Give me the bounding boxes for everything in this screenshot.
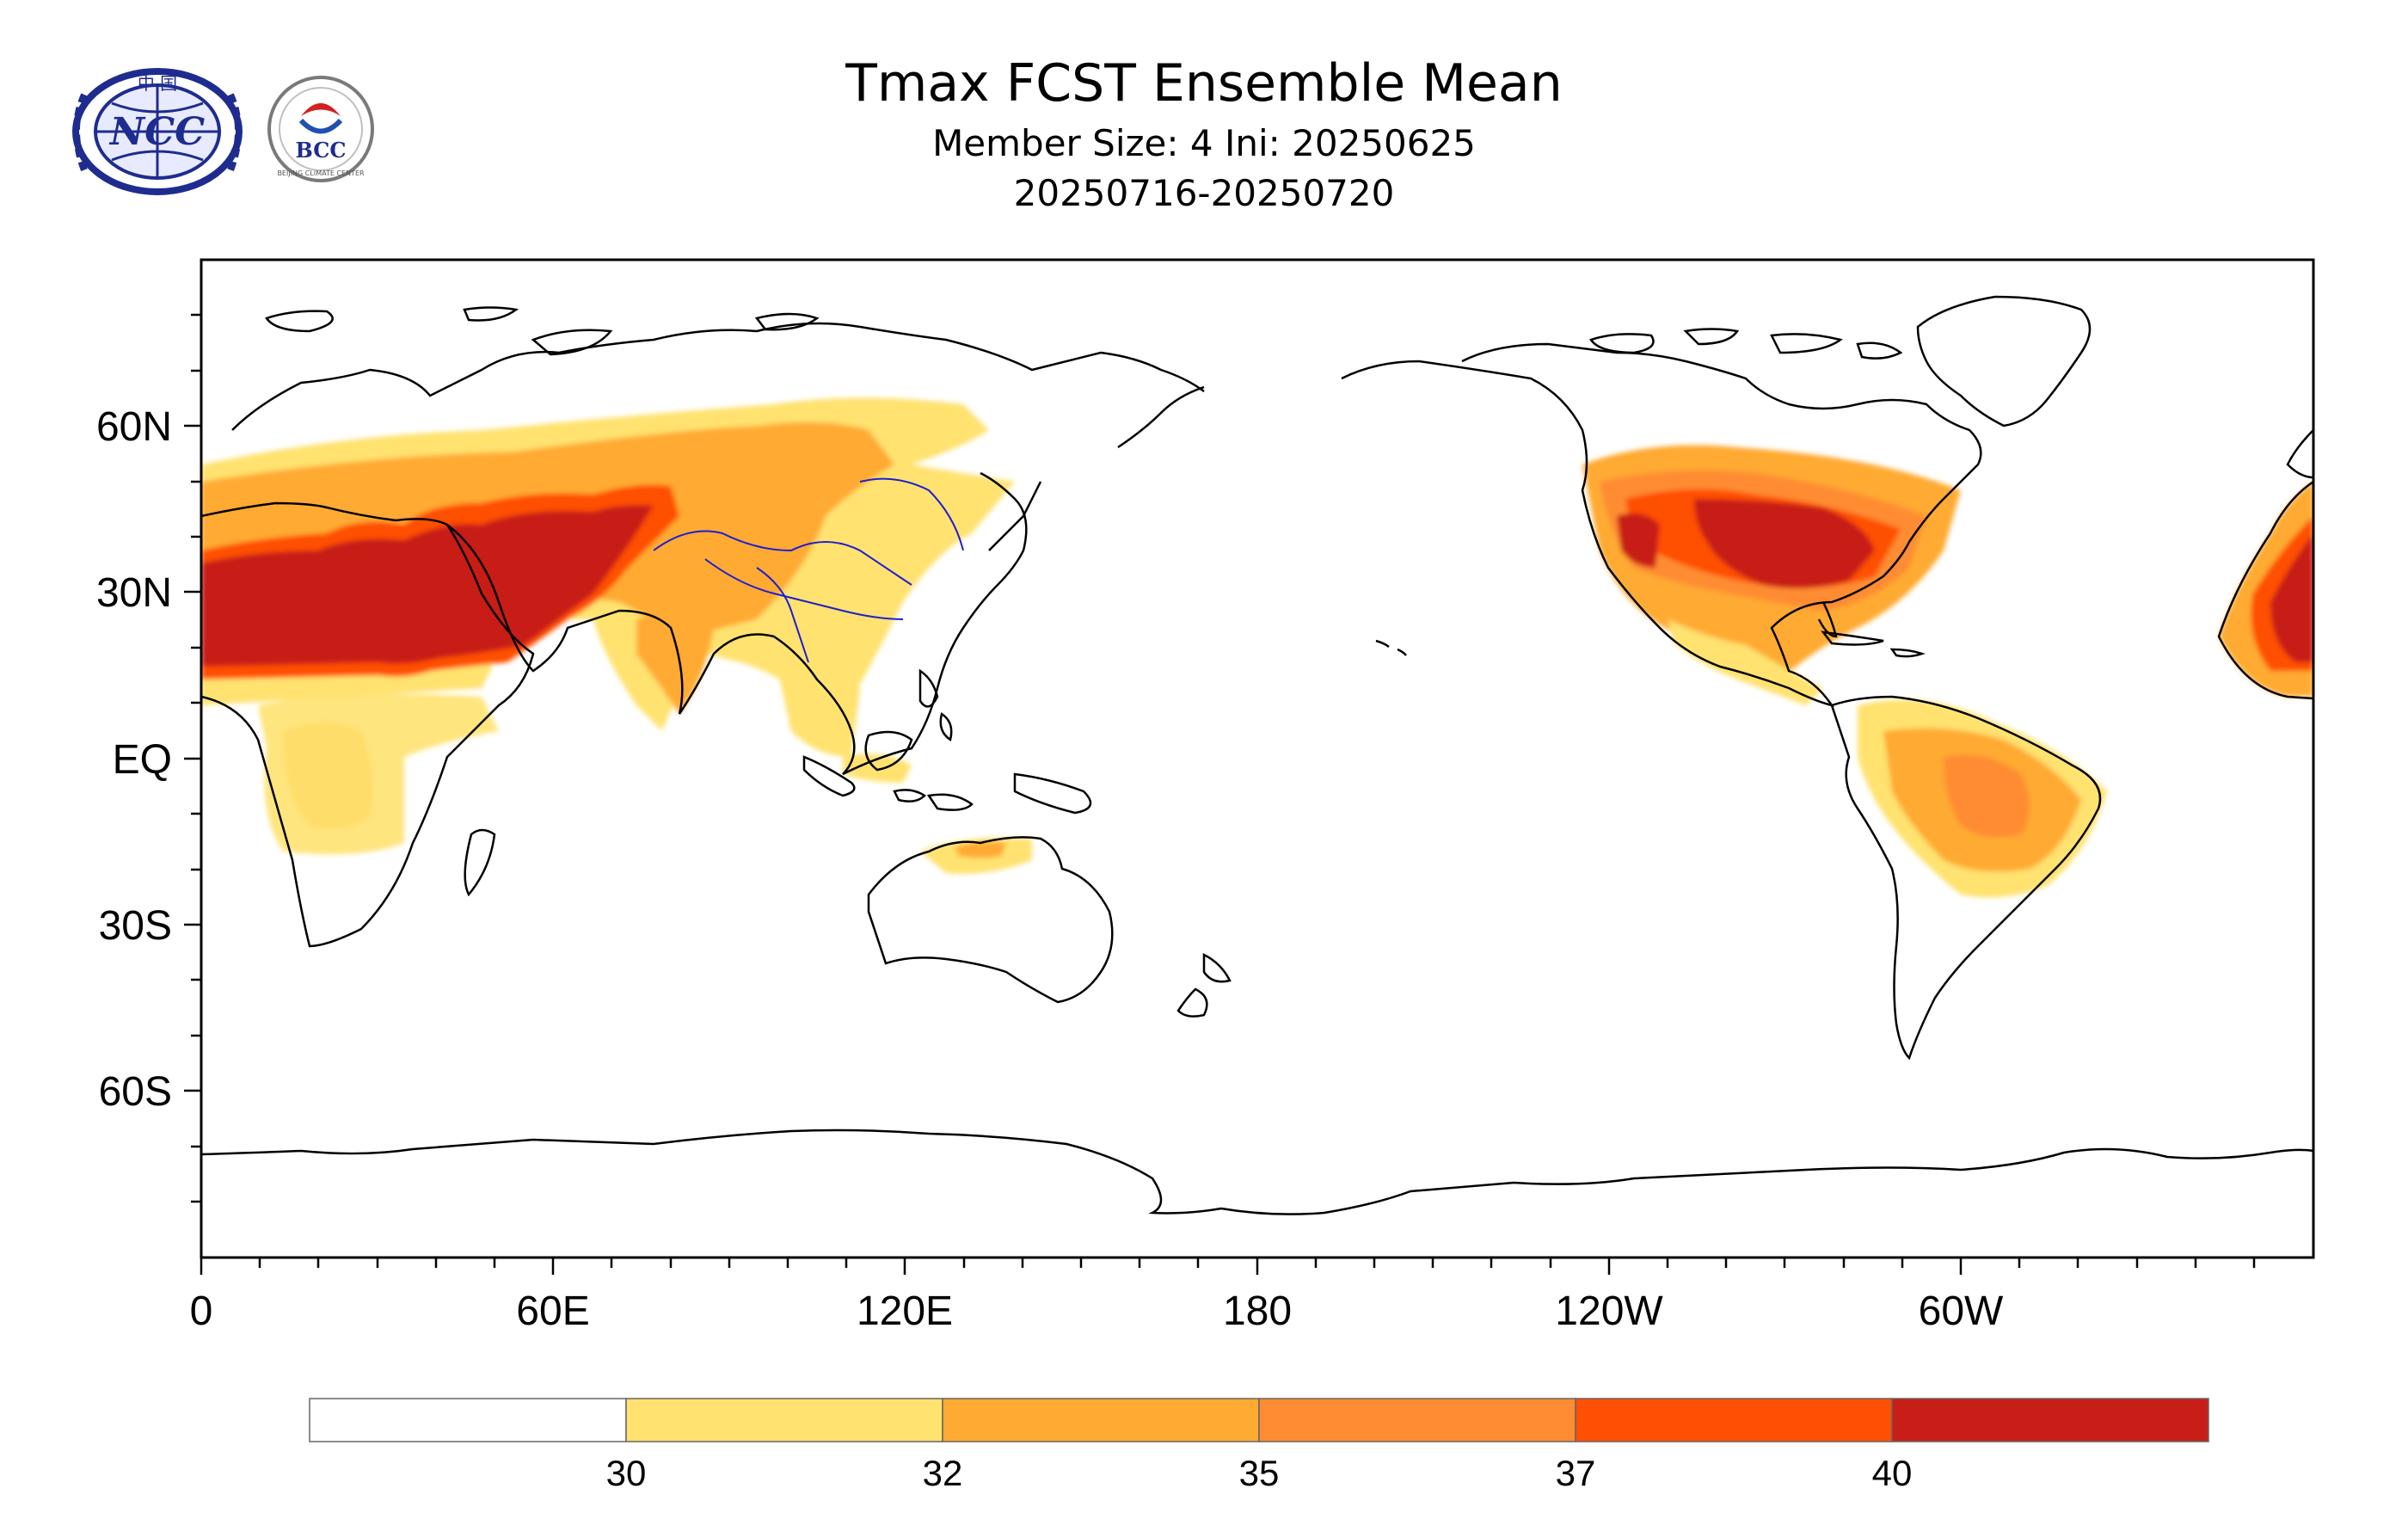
lat-label-60n: 60N — [96, 404, 172, 450]
bcc-logo: BCC BEIJING CLIMATE CENTER — [267, 76, 374, 182]
colorbar-bin-32-35 — [942, 1398, 1260, 1442]
colorbar-bin-37-40 — [1575, 1398, 1893, 1442]
plot-area — [201, 260, 2313, 1258]
lon-label-60w: 60W — [1919, 1288, 2004, 1334]
ncc-logo: NCC 中 国 — [72, 68, 243, 195]
lat-label-eq: EQ — [113, 737, 172, 783]
colorbar-bin-35-37 — [1258, 1398, 1576, 1442]
lon-label-120e: 120E — [857, 1288, 953, 1334]
ncc-logo-text: NCC — [108, 110, 205, 154]
colorbar-label-35: 35 — [1239, 1453, 1280, 1493]
map-title: Tmax FCST Ensemble Mean — [845, 53, 1563, 114]
bcc-logo-caption: BEIJING CLIMATE CENTER — [277, 169, 365, 177]
colorbar-label-40: 40 — [1872, 1453, 1913, 1493]
rivers — [653, 477, 964, 663]
lon-ticks — [200, 1258, 2256, 1275]
lon-label-180: 180 — [1223, 1288, 1292, 1334]
lat-label-30s: 30S — [99, 903, 172, 949]
lat-ticks — [184, 313, 201, 1203]
lat-label-30n: 30N — [96, 570, 172, 616]
colorbar-bin-below-30 — [309, 1398, 627, 1442]
colorbar-bin-30-32 — [625, 1398, 943, 1442]
lon-label-0: 0 — [190, 1288, 213, 1334]
colorbar: 30 32 35 37 40 — [309, 1398, 2209, 1493]
colorbar-label-32: 32 — [923, 1453, 963, 1493]
member-size-line: Member Size: 4 Ini: 20250625 — [932, 122, 1476, 164]
tmax-shading — [201, 397, 2313, 898]
colorbar-bin-above-40 — [1891, 1398, 2209, 1442]
ncc-logo-caption: 中 国 — [138, 73, 177, 94]
date-range-line: 20250716-20250720 — [1013, 172, 1395, 214]
lon-label-60e: 60E — [516, 1288, 589, 1334]
lat-label-60s: 60S — [99, 1069, 172, 1115]
colorbar-label-30: 30 — [606, 1453, 647, 1493]
colorbar-label-37: 37 — [1556, 1453, 1596, 1493]
lon-label-120w: 120W — [1555, 1288, 1663, 1334]
coastlines — [201, 295, 2313, 1215]
bcc-logo-text: BCC — [296, 138, 347, 163]
